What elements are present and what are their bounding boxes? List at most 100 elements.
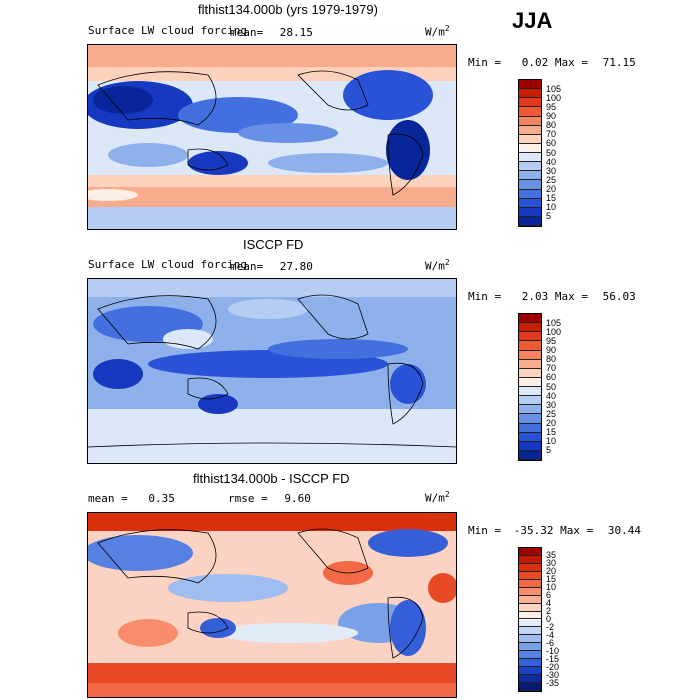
colorbar-tick-label: 10 — [546, 436, 557, 447]
panel2-mean-text: mean= — [230, 260, 264, 273]
colorbar-tick-label: 30 — [546, 558, 557, 569]
colorbar-swatch — [519, 683, 541, 691]
panel3-colorbar: 35 30 20 15 10 6 4 2 0 -2 -4 -6 -10 -15 -20 -30 -35 — [518, 547, 559, 692]
panel3-map — [87, 512, 457, 698]
colorbar-tick-label: 100 — [546, 326, 562, 337]
colorbar-tick-label: 100 — [546, 92, 562, 103]
panel2-mean-label: mean= 27.80 — [230, 260, 313, 273]
colorbar-tick-label: 70 — [546, 363, 557, 374]
panel2-title: ISCCP FD — [243, 237, 304, 252]
colorbar-swatch — [519, 323, 541, 333]
panel3-units: W/m2 — [425, 490, 450, 505]
panel3-mean-label: mean = 0.35 — [88, 492, 175, 505]
colorbar-swatch — [519, 80, 541, 90]
colorbar-swatch — [519, 341, 541, 351]
colorbar-swatch — [519, 548, 541, 556]
colorbar-swatch — [519, 611, 541, 620]
panel3-mean-value: 0.35 — [148, 492, 175, 505]
colorbar-swatch — [519, 89, 541, 99]
colorbar-swatch — [519, 405, 541, 415]
colorbar-tick-label: 95 — [546, 335, 557, 346]
colorbar-tick-label: 10 — [546, 582, 557, 593]
colorbar-swatch — [519, 450, 541, 460]
colorbar-swatch — [519, 603, 541, 612]
colorbar-swatch — [519, 332, 541, 342]
colorbar-swatch — [519, 134, 541, 144]
colorbar-swatch — [519, 571, 541, 580]
panel1-map — [87, 44, 457, 230]
colorbar-swatch — [519, 125, 541, 135]
panel1-min-label: Min = — [468, 56, 502, 69]
colorbar-tick-label: 60 — [546, 372, 557, 383]
colorbar-swatch — [519, 414, 541, 424]
colorbar-swatch — [519, 667, 541, 676]
colorbar-tick-label: 15 — [546, 427, 557, 438]
colorbar-swatch — [519, 143, 541, 153]
colorbar-tick-label: -30 — [546, 669, 560, 680]
colorbar-tick-label: 95 — [546, 101, 557, 112]
colorbar-tick-label: 70 — [546, 129, 557, 140]
colorbar-tick-label: 6 — [546, 590, 552, 601]
colorbar-tick-label: 4 — [546, 598, 552, 609]
colorbar-swatch — [519, 432, 541, 442]
colorbar-tick-label: 5 — [546, 445, 552, 456]
colorbar-tick-label: 30 — [546, 165, 557, 176]
panel1-mean-text: mean= — [230, 26, 264, 39]
panel1-field-label: Surface LW cloud forcing — [88, 24, 247, 37]
panel2-field-label: Surface LW cloud forcing — [88, 258, 247, 271]
colorbar-swatch — [519, 643, 541, 652]
colorbar-swatch — [519, 659, 541, 668]
colorbar-swatch — [519, 619, 541, 628]
colorbar-swatch — [519, 162, 541, 172]
colorbar-swatch — [519, 116, 541, 126]
panel2-units-text: W/m — [425, 259, 445, 273]
colorbar-swatch — [519, 198, 541, 208]
colorbar-tick-label: 90 — [546, 111, 557, 121]
panel3-mean-text: mean = — [88, 492, 128, 505]
colorbar-tick-label: 20 — [546, 418, 557, 428]
panel1-colorbar: 105 100 95 90 80 70 60 50 40 30 25 20 15 10 5 — [518, 79, 561, 227]
colorbar-swatch — [519, 359, 541, 369]
season-label: JJA — [512, 8, 553, 33]
panel1-units-text: W/m — [425, 25, 445, 39]
colorbar-swatch — [519, 107, 541, 117]
colorbar-swatch — [519, 595, 541, 604]
colorbar-swatch — [519, 171, 541, 181]
panel3-minmax: Min = -35.32 Max = 30.44 — [468, 524, 641, 537]
colorbar-tick-label: -4 — [546, 629, 555, 640]
colorbar-swatch — [519, 635, 541, 644]
panel3-title: flthist134.000b - ISCCP FD — [193, 471, 350, 486]
panel1-max-value: 71.15 — [602, 56, 636, 69]
colorbar-swatch — [519, 377, 541, 387]
colorbar-swatch — [519, 368, 541, 378]
panel3-max-value: 30.44 — [607, 524, 641, 537]
colorbar-swatch — [519, 555, 541, 564]
colorbar-swatch — [519, 387, 541, 397]
panel3-rmse-value: 9.60 — [284, 492, 311, 505]
colorbar-tick-label: 0 — [546, 614, 552, 624]
panel2-max-label: Max = — [554, 290, 588, 303]
panel2-map — [87, 278, 457, 464]
panel1-mean-value: 28.15 — [279, 26, 313, 39]
colorbar-swatch — [519, 563, 541, 572]
panel2-min-value: 2.03 — [521, 290, 549, 303]
colorbar-tick-label: -6 — [546, 637, 555, 648]
colorbar-swatch — [519, 651, 541, 660]
colorbar-tick-label: -20 — [546, 661, 560, 672]
colorbar-tick-label: 10 — [546, 202, 557, 213]
colorbar-tick-label: 60 — [546, 138, 557, 149]
colorbar-tick-label: 50 — [546, 147, 557, 158]
colorbar-tick-label: 90 — [546, 345, 557, 355]
colorbar-swatch — [519, 579, 541, 588]
panel1-units-exp: 2 — [444, 24, 450, 33]
colorbar-swatch — [519, 587, 541, 596]
colorbar-tick-label: 105 — [546, 83, 562, 94]
panel2-colorbar: 105 100 95 90 80 70 60 50 40 30 25 20 15 10 5 — [518, 313, 561, 461]
colorbar-tick-label: -35 — [546, 677, 560, 688]
colorbar-tick-label: -10 — [546, 645, 560, 656]
colorbar-swatch — [519, 627, 541, 636]
panel3-min-value: -35.32 — [513, 524, 554, 537]
colorbar-swatch — [519, 98, 541, 108]
panel1-max-label: Max = — [554, 56, 588, 69]
colorbar-tick-label: 20 — [546, 184, 557, 194]
